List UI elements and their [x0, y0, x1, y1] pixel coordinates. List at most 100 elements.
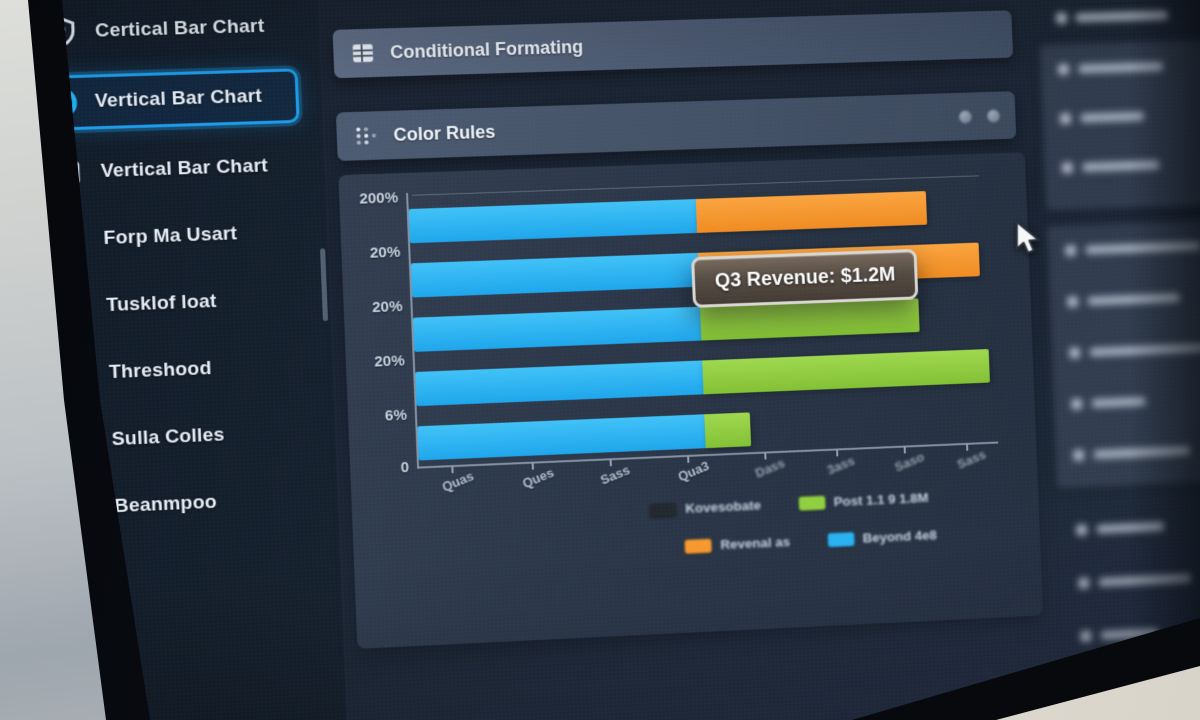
- bar-segment-blue[interactable]: [417, 414, 706, 461]
- bar-segment-blue[interactable]: [410, 252, 699, 298]
- shield-icon: [45, 16, 79, 50]
- sidebar-item-label: Vertical Bar Chart: [94, 85, 263, 113]
- toolbar-button-1[interactable]: [958, 109, 972, 124]
- right-panel-item[interactable]: [1061, 159, 1160, 174]
- right-panel-header: [1055, 10, 1169, 24]
- bullet-icon: [1080, 630, 1092, 642]
- x-tick-label: Qua3: [675, 458, 712, 485]
- grid-icon: [59, 357, 93, 391]
- x-tick-mark: [903, 446, 906, 454]
- x-tick-mark: [966, 443, 969, 451]
- right-panel-group-1: [1039, 37, 1200, 211]
- sidebar-item-label: Tusklof loat: [105, 290, 218, 317]
- x-tick-label: Quas: [439, 468, 476, 495]
- blurred-label: [1085, 241, 1200, 255]
- right-panel-item[interactable]: [1057, 61, 1164, 75]
- bar-segment-green[interactable]: [703, 412, 752, 449]
- sidebar-item-label: Forp Ma Usart: [103, 223, 238, 250]
- x-tick-label: Sass: [954, 446, 988, 472]
- y-tick-label: 20%: [373, 352, 406, 371]
- blurred-label: [1100, 628, 1159, 640]
- legend-label: Beyond 4e8: [862, 527, 938, 546]
- legend-swatch: [649, 501, 677, 518]
- legend-item-4[interactable]: Beyond 4e8: [827, 527, 937, 547]
- sidebar-item-1[interactable]: Certical Bar Chart: [34, 1, 303, 57]
- panel-header-conditional-formatting: Conditional Formating: [332, 10, 1014, 79]
- bullet-icon: [1067, 296, 1079, 308]
- toolbar-buttons: [958, 108, 1001, 124]
- bar-segment-blue[interactable]: [415, 360, 704, 407]
- x-tick-mark: [836, 449, 839, 457]
- sidebar-item-2[interactable]: Vertical Bar Chart: [28, 68, 300, 132]
- blurred-label: [1082, 160, 1160, 172]
- dots-grid-icon: [353, 122, 380, 149]
- image-icon: [51, 156, 85, 190]
- tooltip-text: Q3 Revenue: $1.2M: [714, 263, 896, 293]
- blurred-label: [1089, 342, 1200, 357]
- right-panel-item[interactable]: [1069, 342, 1200, 359]
- blurred-label: [1098, 573, 1192, 587]
- sidebar: Certical Bar Chart Vertical Bar Chart Vert…: [8, 0, 350, 720]
- x-tick-mark: [764, 452, 767, 460]
- legend-swatch: [684, 538, 712, 554]
- chart-bar-5: [417, 412, 752, 461]
- frame-icon: [64, 492, 98, 526]
- toolbar-button-2[interactable]: [986, 108, 1001, 123]
- bullet-icon: [1076, 524, 1088, 536]
- legend-item-2[interactable]: Post 1.1 9 1.8M: [798, 490, 929, 511]
- target-icon: [45, 86, 79, 120]
- bar-segment-orange[interactable]: [695, 191, 927, 233]
- bar-segment-green[interactable]: [701, 348, 991, 395]
- right-panel-item[interactable]: [1059, 111, 1145, 125]
- bullet-icon: [1069, 347, 1081, 359]
- bullet-icon: [1071, 398, 1083, 410]
- bar-segment-blue[interactable]: [413, 306, 702, 352]
- bullet-icon: [1078, 577, 1090, 589]
- y-tick-label: 20%: [371, 297, 403, 317]
- table-icon: [349, 40, 376, 67]
- mouse-cursor-icon: [1005, 218, 1047, 260]
- bullet-icon: [1059, 113, 1071, 125]
- blurred-label: [1093, 446, 1191, 460]
- bullet-icon: [1055, 12, 1068, 24]
- bullet-icon: [1057, 63, 1070, 75]
- legend-row: Kovesobate Post 1.1 9 1.8M: [649, 490, 929, 518]
- x-tick-mark: [451, 466, 454, 474]
- chart-bar-1: [408, 191, 927, 244]
- bullet-icon: [1073, 449, 1085, 461]
- y-tick-label: 0: [400, 458, 410, 477]
- right-panel-item[interactable]: [1078, 573, 1192, 589]
- sidebar-item-5[interactable]: Tusklof loat: [45, 274, 313, 333]
- legend-item-1[interactable]: Kovesobate: [649, 498, 761, 518]
- x-tick-mark: [687, 455, 690, 463]
- chart-bar-4: [415, 348, 991, 407]
- blurred-label: [1075, 10, 1169, 23]
- blurred-label: [1080, 111, 1145, 123]
- x-tick-label: Sass: [598, 462, 632, 488]
- right-panel-item[interactable]: [1073, 445, 1191, 461]
- x-tick-label: Dass: [752, 455, 787, 481]
- right-panel-item[interactable]: [1065, 240, 1200, 257]
- legend-item-3[interactable]: Revenal as: [684, 534, 790, 554]
- right-panel-item[interactable]: [1067, 292, 1181, 308]
- sidebar-item-3[interactable]: Vertical Bar Chart: [40, 141, 308, 199]
- chart-legend: Kovesobate Post 1.1 9 1.8M Revenal as Beyo…: [352, 485, 1041, 606]
- bar-segment-blue[interactable]: [408, 199, 697, 244]
- sidebar-item-6[interactable]: Threshood: [48, 341, 316, 400]
- legend-label: Kovesobate: [684, 497, 762, 516]
- legend-swatch: [798, 495, 826, 511]
- sidebar-item-8[interactable]: Beanmpoo: [54, 474, 322, 534]
- right-panel-item[interactable]: [1071, 396, 1146, 410]
- sidebar-item-4[interactable]: Forp Ma Usart: [43, 207, 311, 265]
- right-panel-item[interactable]: [1076, 521, 1165, 536]
- right-panel-item[interactable]: [1080, 627, 1159, 642]
- right-panel: [1025, 0, 1200, 720]
- y-tick-label: 20%: [369, 243, 401, 262]
- sidebar-item-7[interactable]: Sulla Colles: [51, 407, 319, 467]
- chart-bar-3: [413, 298, 920, 352]
- sidebar-item-label: Threshood: [108, 357, 212, 384]
- right-panel-group-3: [1058, 495, 1200, 673]
- info-circle-icon: [53, 223, 87, 257]
- blurred-label: [1091, 396, 1146, 408]
